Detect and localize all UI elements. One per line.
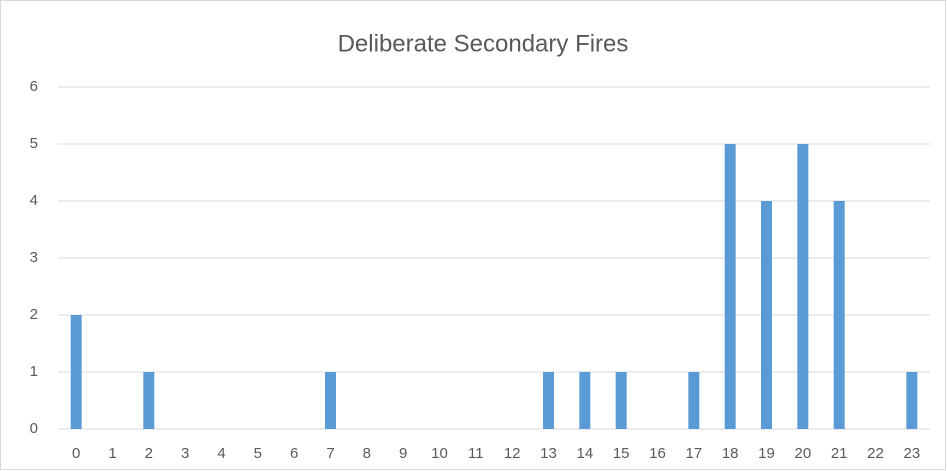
- x-tick-label: 12: [504, 445, 521, 462]
- bar: [724, 144, 736, 429]
- bar: [761, 201, 772, 429]
- bar: [325, 372, 336, 429]
- x-tick-label: 21: [831, 445, 848, 462]
- x-tick-label: 5: [254, 445, 262, 462]
- x-tick-label: 16: [649, 445, 666, 462]
- x-tick-label: 2: [145, 445, 153, 462]
- x-tick-label: 13: [540, 445, 557, 462]
- bar: [833, 201, 845, 429]
- x-tick-label: 23: [903, 445, 920, 462]
- x-tick-label: 14: [576, 445, 593, 462]
- y-tick-label: 3: [30, 249, 38, 266]
- x-tick-label: 22: [867, 445, 884, 462]
- y-tick-label: 2: [30, 306, 38, 323]
- x-tick-label: 7: [326, 445, 334, 462]
- bar: [579, 372, 591, 429]
- bar: [70, 315, 82, 429]
- bar: [688, 372, 700, 429]
- y-tick-label: 1: [30, 363, 38, 380]
- x-tick-label: 11: [468, 445, 484, 462]
- x-tick-label: 3: [181, 445, 189, 462]
- x-tick-label: 4: [217, 445, 225, 462]
- chart-title: Deliberate Secondary Fires: [338, 30, 629, 57]
- bar: [906, 372, 918, 429]
- x-tick-label: 0: [72, 445, 80, 462]
- bar: [615, 372, 627, 429]
- y-tick-label: 6: [30, 78, 38, 95]
- x-tick-label: 6: [290, 445, 298, 462]
- x-tick-label: 15: [613, 445, 630, 462]
- bar: [143, 372, 155, 429]
- x-tick-label: 1: [108, 445, 116, 462]
- y-tick-label: 5: [30, 135, 38, 152]
- bar: [543, 372, 554, 429]
- bar: [797, 144, 809, 429]
- x-tick-label: 18: [722, 445, 739, 462]
- x-tick-label: 19: [758, 445, 775, 462]
- x-tick-label: 8: [363, 445, 371, 462]
- x-tick-label: 20: [794, 445, 811, 462]
- x-tick-label: 17: [685, 445, 702, 462]
- y-tick-label: 0: [30, 420, 38, 437]
- x-tick-label: 10: [431, 445, 448, 462]
- x-tick-label: 9: [399, 445, 407, 462]
- y-tick-label: 4: [30, 192, 38, 209]
